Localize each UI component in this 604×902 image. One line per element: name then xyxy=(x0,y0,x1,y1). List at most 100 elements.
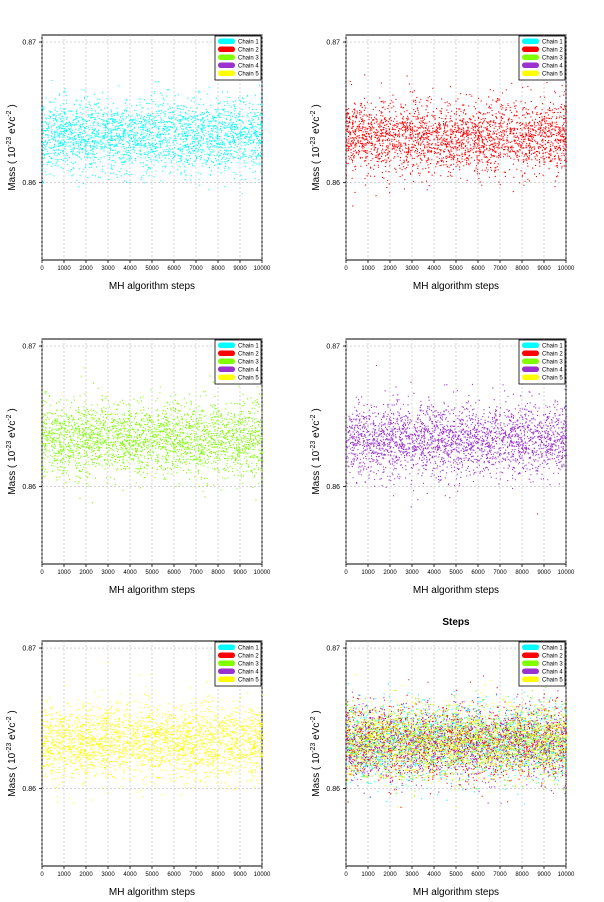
y-axis-label: Mass ( 10-23 eVc-2 ) xyxy=(6,104,18,190)
legend-swatch xyxy=(522,374,539,380)
x-tick-label: 10000 xyxy=(254,266,271,272)
x-tick-label: 9000 xyxy=(233,872,247,878)
chart-panel-5: 0 1000 2000 3000 4000 5000 6000 7000 8000 9000 100… xyxy=(6,640,271,898)
x-tick-label: 6000 xyxy=(167,266,181,272)
y-axis-label-part: -23 xyxy=(6,441,13,451)
legend-label: Chain 4 xyxy=(238,367,259,373)
x-tick-label: 7000 xyxy=(493,570,507,576)
y-axis-label-part: -23 xyxy=(6,137,13,147)
legend-label: Chain 5 xyxy=(542,71,563,77)
y-axis-label-part: -23 xyxy=(310,137,317,147)
legend-swatch xyxy=(522,350,539,356)
x-tick-label: 5000 xyxy=(145,266,159,272)
y-axis-label-part: -2 xyxy=(6,414,13,420)
legend-swatch xyxy=(522,62,539,68)
y-axis-label-part: ) xyxy=(311,710,322,716)
legend-label: Chain 3 xyxy=(238,55,259,61)
legend-swatch xyxy=(522,660,539,666)
legend-swatch xyxy=(522,644,539,650)
legend: Chain 1 Chain 2 Chain 3 Chain 4 Chain 5 xyxy=(518,35,566,81)
x-tick-label: 6000 xyxy=(471,266,485,272)
y-axis-label-part: ) xyxy=(311,104,322,110)
legend: Chain 1 Chain 2 Chain 3 Chain 4 Chain 5 xyxy=(214,339,262,385)
x-tick-label: 9000 xyxy=(537,872,551,878)
series-points-chain-5 xyxy=(42,662,264,804)
legend-label: Chain 3 xyxy=(238,661,259,667)
legend-label: Chain 3 xyxy=(238,359,259,365)
legend-label: Chain 4 xyxy=(542,367,563,373)
legend-label: Chain 1 xyxy=(238,645,259,651)
y-tick-label: 0.87 xyxy=(22,344,36,351)
x-tick-label: 6000 xyxy=(167,872,181,878)
legend-label: Chain 2 xyxy=(542,653,563,659)
legend: Chain 1 Chain 2 Chain 3 Chain 4 Chain 5 xyxy=(214,641,262,687)
legend-label: Chain 5 xyxy=(542,677,563,683)
y-tick-label: 0.86 xyxy=(326,484,340,491)
legend-swatch xyxy=(522,358,539,364)
y-axis-label: Mass ( 10-23 eVc-2 ) xyxy=(6,710,18,796)
y-axis-label-part: Mass ( 10 xyxy=(7,146,18,190)
x-tick-label: 10000 xyxy=(558,570,575,576)
x-tick-label: 2000 xyxy=(383,872,397,878)
x-tick-label: 1000 xyxy=(361,872,375,878)
legend-swatch xyxy=(218,70,235,76)
legend-label: Chain 2 xyxy=(542,47,563,53)
y-axis-label: Mass ( 10-23 eVc-2 ) xyxy=(6,408,18,494)
chart-panel-2: 0 1000 2000 3000 4000 5000 6000 7000 8000 9000 100… xyxy=(310,34,575,292)
x-tick-label: 5000 xyxy=(449,872,463,878)
x-tick-label: 2000 xyxy=(383,266,397,272)
x-axis-label: MH algorithm steps xyxy=(109,887,195,898)
legend-label: Chain 2 xyxy=(238,351,259,357)
y-axis-label-part: -2 xyxy=(310,414,317,420)
legend-label: Chain 1 xyxy=(542,343,563,349)
x-tick-label: 7000 xyxy=(189,872,203,878)
legend-label: Chain 1 xyxy=(542,645,563,651)
x-tick-label: 3000 xyxy=(101,266,115,272)
y-axis-label-part: -2 xyxy=(310,716,317,722)
legend-swatch xyxy=(522,366,539,372)
x-tick-label: 7000 xyxy=(189,570,203,576)
x-tick-label: 9000 xyxy=(233,570,247,576)
y-tick-label: 0.86 xyxy=(22,484,36,491)
legend-swatch xyxy=(218,652,235,658)
y-tick-label: 0.86 xyxy=(22,180,36,187)
x-tick-label: 6000 xyxy=(471,570,485,576)
x-tick-label: 10000 xyxy=(254,570,271,576)
chart-panel-6: 0 1000 2000 3000 4000 5000 6000 7000 8000 9000 100… xyxy=(310,617,575,898)
x-tick-label: 5000 xyxy=(449,570,463,576)
x-axis-label: MH algorithm steps xyxy=(413,887,499,898)
x-tick-label: 0 xyxy=(344,266,348,272)
legend-label: Chain 4 xyxy=(542,669,563,675)
legend-label: Chain 3 xyxy=(542,359,563,365)
x-tick-label: 8000 xyxy=(211,266,225,272)
y-axis-label-part: ) xyxy=(7,710,18,716)
y-axis-label-part: -2 xyxy=(310,110,317,116)
y-axis-label-part: -23 xyxy=(6,743,13,753)
x-axis-label: MH algorithm steps xyxy=(413,585,499,596)
legend-swatch xyxy=(522,46,539,52)
y-axis-label-part: eVc xyxy=(311,723,322,743)
y-axis-label: Mass ( 10-23 eVc-2 ) xyxy=(310,408,322,494)
series-points-chain-5 xyxy=(346,674,567,809)
y-axis-label-part: -23 xyxy=(310,441,317,451)
x-tick-label: 0 xyxy=(344,570,348,576)
x-tick-label: 7000 xyxy=(493,872,507,878)
legend-swatch xyxy=(218,644,235,650)
y-axis-label-part: ) xyxy=(7,104,18,110)
x-tick-label: 6000 xyxy=(167,570,181,576)
legend-swatch xyxy=(522,70,539,76)
x-axis-label: MH algorithm steps xyxy=(109,281,195,292)
series-points-chain-2 xyxy=(346,681,567,808)
scatter-points xyxy=(346,73,567,207)
legend-swatch xyxy=(522,54,539,60)
legend-swatch xyxy=(522,676,539,682)
y-axis-label-part: -2 xyxy=(6,110,13,116)
legend-swatch xyxy=(218,350,235,356)
x-tick-label: 4000 xyxy=(123,872,137,878)
legend-label: Chain 1 xyxy=(238,39,259,45)
x-tick-label: 0 xyxy=(344,872,348,878)
y-axis-label-part: Mass ( 10 xyxy=(7,450,18,494)
x-tick-label: 3000 xyxy=(405,570,419,576)
x-tick-label: 2000 xyxy=(79,266,93,272)
legend-swatch xyxy=(218,62,235,68)
